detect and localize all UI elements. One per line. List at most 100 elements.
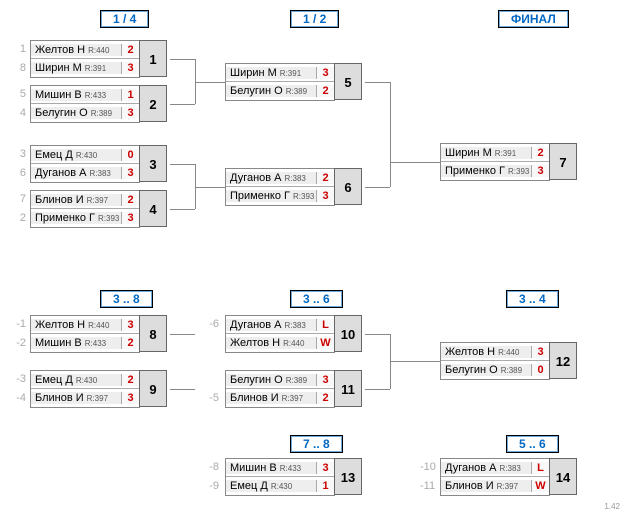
- connector: [170, 209, 195, 210]
- player-row: Мишин ВR:4333: [226, 459, 334, 477]
- rating-text: R:389: [286, 376, 307, 385]
- player-row: Емец ДR:4300: [31, 146, 139, 164]
- rating-text: R:383: [285, 174, 306, 183]
- match: Белугин ОR:3893Блинов ИR:397211: [225, 370, 362, 408]
- match-number: 3: [139, 145, 167, 182]
- player-name: Ширин МR:391: [31, 62, 121, 74]
- name-text: Ширин М: [35, 62, 82, 74]
- match: Дуганов АR:383L Желтов НR:440W10: [225, 315, 362, 353]
- stage-label: 7 .. 8: [290, 435, 343, 453]
- name-text: Дуганов А: [230, 172, 282, 184]
- player-name: Дуганов АR:383: [31, 167, 121, 179]
- players: Белугин ОR:3893Блинов ИR:3972: [225, 370, 335, 408]
- rating-text: R:389: [286, 87, 307, 96]
- score: 0: [531, 364, 549, 376]
- seed: 8: [14, 62, 26, 74]
- name-text: Блинов И: [230, 392, 279, 404]
- connector: [390, 361, 440, 362]
- match: Дуганов АR:383LБлинов ИR:397W14: [440, 458, 577, 496]
- name-text: Желтов Н: [35, 319, 85, 331]
- seed: -8: [207, 461, 219, 473]
- score: 3: [121, 62, 139, 74]
- player-name: Ширин МR:391: [441, 147, 531, 159]
- player-row: Желтов НR:4403: [31, 316, 139, 334]
- score: 2: [121, 44, 139, 56]
- player-name: Емец ДR:430: [31, 374, 121, 386]
- rating-text: R:383: [500, 464, 521, 473]
- match-number: 11: [334, 370, 362, 407]
- rating-text: R:397: [282, 394, 303, 403]
- match: Ширин МR:3913Белугин ОR:38925: [225, 63, 362, 101]
- player-row: Желтов НR:4403: [441, 343, 549, 361]
- stage-label: 1 / 2: [290, 10, 339, 28]
- match-number: 14: [549, 458, 577, 495]
- rating-text: R:430: [76, 376, 97, 385]
- player-row: Дуганов АR:383L: [226, 316, 334, 334]
- name-text: Применко Г: [230, 190, 290, 202]
- player-row: Дуганов АR:383L: [441, 459, 549, 477]
- score: 2: [121, 194, 139, 206]
- player-name: Белугин ОR:389: [226, 85, 316, 97]
- score: 3: [121, 319, 139, 331]
- player-name: Блинов ИR:397: [441, 480, 531, 492]
- connector: [170, 334, 195, 335]
- player-name: Блинов ИR:397: [226, 392, 316, 404]
- seed: -1: [14, 318, 26, 330]
- player-row: Ширин МR:3913: [31, 59, 139, 77]
- name-text: Емец Д: [35, 374, 73, 386]
- score: 3: [531, 165, 549, 177]
- rating-text: R:440: [283, 339, 304, 348]
- player-name: Блинов ИR:397: [31, 194, 121, 206]
- players: Дуганов АR:383LБлинов ИR:397W: [440, 458, 550, 496]
- match: Ширин МR:3912Применко ГR:39337: [440, 143, 577, 181]
- score: 2: [121, 374, 139, 386]
- connector: [365, 389, 390, 390]
- match-number: 6: [334, 168, 362, 205]
- connector: [390, 162, 440, 163]
- match-number: 9: [139, 370, 167, 407]
- player-row: Емец ДR:4302: [31, 371, 139, 389]
- rating-text: R:430: [271, 482, 292, 491]
- name-text: Белугин О: [445, 364, 498, 376]
- player-name: Емец ДR:430: [31, 149, 121, 161]
- seed: 7: [14, 193, 26, 205]
- match-number: 10: [334, 315, 362, 352]
- players: Блинов ИR:3972Применко ГR:3933: [30, 190, 140, 228]
- rating-text: R:391: [85, 64, 106, 73]
- player-name: Желтов НR:440: [441, 346, 531, 358]
- player-row: Применко ГR:3933: [441, 162, 549, 180]
- name-text: Емец Д: [35, 149, 73, 161]
- player-name: Белугин ОR:389: [441, 364, 531, 376]
- match: Емец ДR:4300Дуганов АR:38333: [30, 145, 167, 183]
- score: 3: [121, 107, 139, 119]
- player-row: Применко ГR:3933: [31, 209, 139, 227]
- player-row: Блинов ИR:3972: [31, 191, 139, 209]
- score: W: [316, 337, 334, 349]
- rating-text: R:433: [85, 91, 106, 100]
- name-text: Желтов Н: [35, 44, 85, 56]
- connector: [365, 187, 390, 188]
- seed: -6: [207, 318, 219, 330]
- stage-label: 3 .. 8: [100, 290, 153, 308]
- player-name: Белугин ОR:389: [31, 107, 121, 119]
- player-name: Емец ДR:430: [226, 480, 316, 492]
- player-row: Дуганов АR:3832: [226, 169, 334, 187]
- name-text: Дуганов А: [35, 167, 87, 179]
- player-name: Желтов НR:440: [226, 337, 316, 349]
- player-row: Ширин МR:3913: [226, 64, 334, 82]
- rating-text: R:397: [87, 196, 108, 205]
- name-text: Дуганов А: [230, 319, 282, 331]
- score: 3: [121, 212, 139, 224]
- name-text: Ширин М: [445, 147, 492, 159]
- player-row: Ширин МR:3912: [441, 144, 549, 162]
- players: Мишин ВR:4331Белугин ОR:3893: [30, 85, 140, 123]
- players: Дуганов АR:383L Желтов НR:440W: [225, 315, 335, 353]
- player-name: Применко ГR:393: [226, 190, 316, 202]
- seed: -9: [207, 480, 219, 492]
- connector: [390, 82, 391, 187]
- rating-text: R:440: [88, 46, 109, 55]
- name-text: Белугин О: [35, 107, 88, 119]
- score: 1: [121, 89, 139, 101]
- version: 1.42: [604, 502, 620, 511]
- rating-text: R:433: [85, 339, 106, 348]
